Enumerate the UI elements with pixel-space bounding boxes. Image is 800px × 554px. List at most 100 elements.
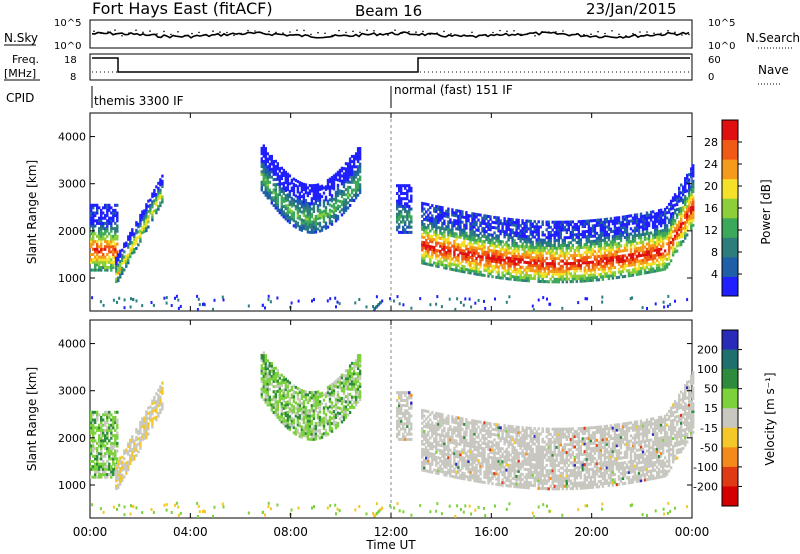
power-cell bbox=[619, 260, 623, 263]
power-cell bbox=[521, 255, 524, 259]
power-cell bbox=[637, 267, 641, 271]
power-cell bbox=[609, 251, 613, 254]
power-cell bbox=[559, 220, 562, 224]
power-cell bbox=[647, 263, 651, 266]
power-cell bbox=[437, 249, 440, 253]
power-cell bbox=[625, 233, 629, 237]
power-cell bbox=[561, 306, 564, 310]
power-cell bbox=[555, 233, 558, 237]
power-cell bbox=[342, 185, 346, 189]
velocity-cell bbox=[284, 388, 287, 392]
power-cell bbox=[535, 238, 538, 242]
power-cell bbox=[688, 222, 691, 226]
power-cell bbox=[290, 301, 293, 305]
power-cell bbox=[649, 257, 653, 261]
velocity-cell bbox=[280, 384, 283, 388]
power-cell bbox=[282, 212, 285, 216]
power-cell bbox=[463, 252, 466, 256]
velocity-cell bbox=[274, 372, 277, 375]
power-cell bbox=[525, 224, 528, 228]
velocity-cell bbox=[344, 369, 348, 373]
power-cell bbox=[473, 254, 476, 258]
power-cell bbox=[559, 225, 562, 229]
power-cell bbox=[483, 240, 486, 244]
power-cell bbox=[465, 237, 468, 240]
power-cell bbox=[308, 217, 312, 221]
power-cell bbox=[334, 219, 338, 223]
velocity-cell bbox=[298, 421, 302, 425]
power-cell bbox=[511, 270, 514, 274]
velocity-cell bbox=[306, 432, 310, 436]
power-cell bbox=[680, 209, 683, 213]
nsearch-point bbox=[604, 32, 606, 35]
power-cell bbox=[461, 233, 464, 237]
power-cell bbox=[117, 268, 120, 272]
power-cell bbox=[565, 228, 568, 232]
velocity-cell bbox=[314, 434, 318, 438]
power-cell bbox=[125, 259, 128, 263]
power-cell bbox=[435, 251, 438, 255]
velocity-cell bbox=[135, 428, 138, 432]
power-cell bbox=[655, 238, 659, 242]
power-cell bbox=[475, 228, 478, 232]
power-cell bbox=[641, 306, 644, 310]
power-cell bbox=[112, 255, 115, 259]
power-cell bbox=[332, 184, 336, 188]
power-cell bbox=[108, 266, 111, 269]
power-cell bbox=[419, 297, 422, 301]
velocity-cell bbox=[288, 407, 292, 411]
power-cell bbox=[637, 272, 641, 276]
power-cell bbox=[350, 154, 354, 158]
velocity-cell bbox=[286, 379, 290, 383]
power-cell bbox=[396, 202, 399, 206]
velocity-cell bbox=[266, 382, 269, 386]
power-cell bbox=[112, 245, 115, 249]
power-cell bbox=[437, 259, 440, 263]
power-cell bbox=[381, 299, 384, 303]
velocity-cell bbox=[116, 431, 119, 435]
power-cell bbox=[543, 246, 546, 250]
velocity-cell bbox=[340, 407, 344, 411]
power-cell bbox=[483, 245, 486, 249]
power-cell bbox=[690, 198, 693, 202]
velocity-cell bbox=[290, 424, 294, 428]
power-cell bbox=[557, 257, 560, 260]
power-cell bbox=[473, 259, 476, 263]
power-cell bbox=[308, 225, 312, 229]
power-cell bbox=[495, 234, 498, 238]
power-cell bbox=[410, 220, 413, 224]
power-cell bbox=[266, 188, 269, 192]
power-cell bbox=[684, 231, 687, 235]
power-cell bbox=[629, 274, 633, 277]
power-cell bbox=[451, 210, 454, 214]
power-cell bbox=[509, 228, 512, 232]
nsearch-point bbox=[184, 34, 186, 37]
power-cell bbox=[661, 265, 665, 269]
power-cell bbox=[667, 239, 671, 243]
power-cell bbox=[201, 303, 204, 306]
power-cell bbox=[294, 199, 298, 203]
velocity-cell bbox=[294, 401, 298, 405]
power-cell bbox=[157, 207, 160, 211]
velocity-cell bbox=[147, 427, 150, 431]
power-cell bbox=[348, 160, 352, 163]
power-cell bbox=[663, 207, 667, 211]
power-cell bbox=[429, 239, 432, 243]
velocity-cell bbox=[296, 407, 300, 411]
velocity-cell bbox=[135, 454, 138, 457]
nsearch-point bbox=[275, 31, 277, 34]
power-cell bbox=[406, 192, 409, 195]
power-cell bbox=[493, 254, 496, 258]
power-cell bbox=[673, 193, 677, 197]
velocity-cell bbox=[282, 388, 285, 392]
power-cell bbox=[157, 192, 160, 196]
power-cell bbox=[282, 192, 285, 196]
power-cell bbox=[663, 210, 667, 214]
power-cell bbox=[541, 274, 544, 278]
power-cell bbox=[653, 228, 657, 232]
velocity-cell bbox=[330, 411, 334, 415]
velocity-cell bbox=[312, 409, 316, 413]
power-cell bbox=[587, 263, 591, 267]
power-cell bbox=[529, 256, 532, 260]
power-cell bbox=[579, 246, 582, 249]
